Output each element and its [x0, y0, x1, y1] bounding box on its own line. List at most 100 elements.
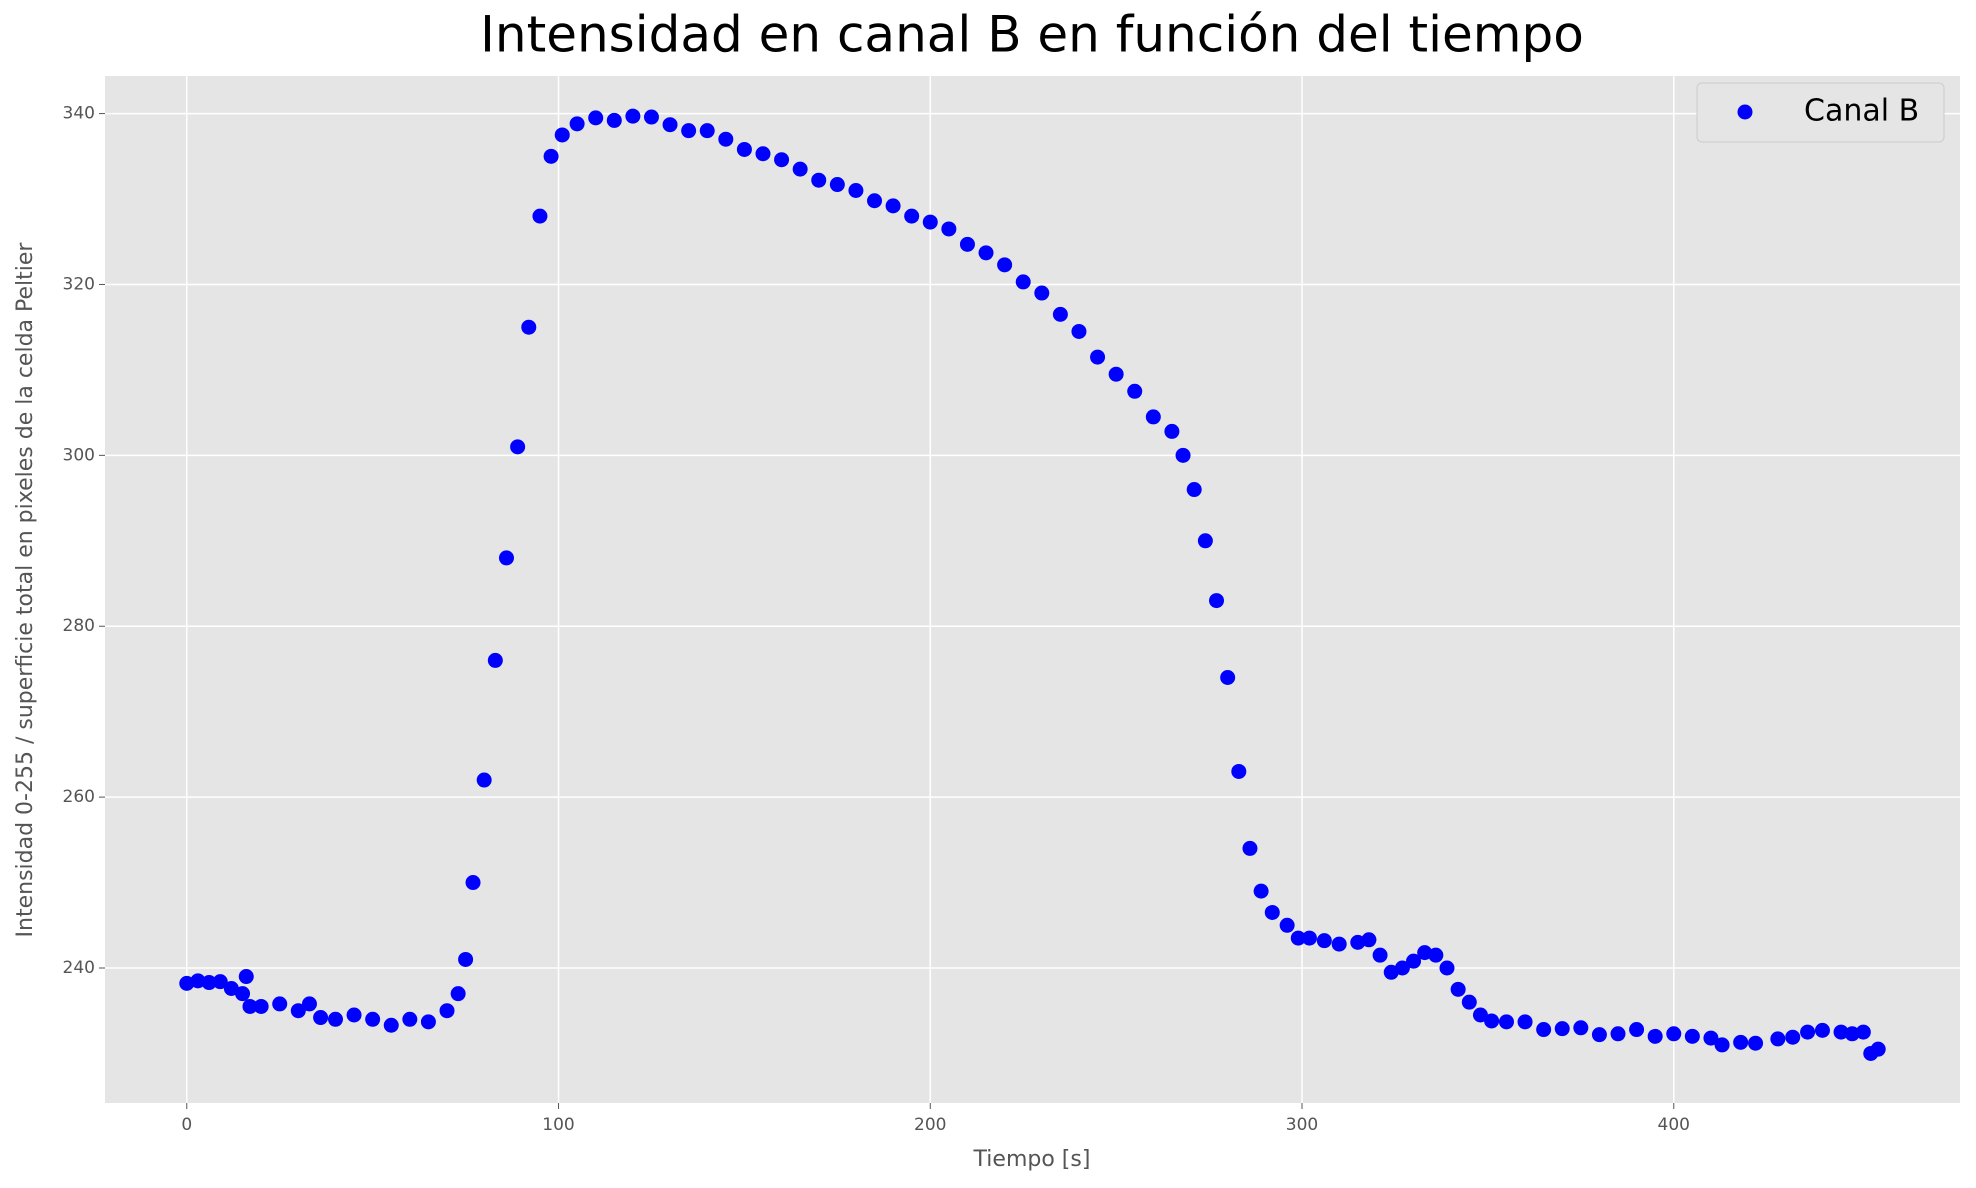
data-point: [1733, 1034, 1749, 1050]
data-point: [1316, 933, 1332, 949]
data-point: [450, 986, 466, 1002]
data-point: [1242, 840, 1258, 856]
data-point: [1439, 960, 1455, 976]
data-point: [1461, 994, 1477, 1010]
plot-area: [105, 76, 1960, 1103]
data-point: [1684, 1028, 1700, 1044]
x-tick-label: 400: [1658, 1115, 1690, 1135]
data-point: [774, 152, 790, 168]
data-point: [606, 112, 622, 128]
x-tick-label: 100: [542, 1115, 574, 1135]
data-point: [1472, 1007, 1488, 1023]
data-point: [290, 1003, 306, 1019]
data-point: [301, 996, 317, 1012]
data-point: [543, 148, 559, 164]
data-point: [1814, 1022, 1830, 1038]
data-point: [439, 1003, 455, 1019]
data-point: [1186, 482, 1202, 498]
data-point: [1517, 1014, 1533, 1030]
data-point: [1800, 1024, 1816, 1040]
data-point: [959, 236, 975, 252]
data-point: [643, 109, 659, 125]
data-point: [1406, 953, 1422, 969]
data-point: [201, 975, 217, 991]
x-tick-label: 0: [181, 1115, 192, 1135]
data-point: [235, 986, 251, 1002]
data-point: [1127, 383, 1143, 399]
data-point: [365, 1011, 381, 1027]
data-point: [867, 193, 883, 209]
data-point: [476, 772, 492, 788]
data-point: [941, 221, 957, 237]
data-point: [1785, 1029, 1801, 1045]
y-tick-label: 340: [63, 104, 95, 124]
data-point: [223, 981, 239, 997]
data-point: [792, 161, 808, 177]
data-point: [1361, 932, 1377, 948]
legend-box: [1696, 82, 1945, 143]
data-point: [885, 198, 901, 214]
data-point: [569, 116, 585, 132]
data-point: [922, 214, 938, 230]
data-point: [313, 1010, 329, 1026]
data-point: [755, 146, 771, 162]
data-point: [487, 652, 503, 668]
data-point: [1610, 1026, 1626, 1042]
data-point: [1484, 1013, 1500, 1029]
data-point: [554, 127, 570, 143]
data-point: [829, 177, 845, 193]
data-point: [1279, 917, 1295, 933]
data-point: [1833, 1024, 1849, 1040]
data-point: [736, 141, 752, 157]
chart-title: Intensidad en canal B en función del tie…: [480, 6, 1584, 64]
data-point: [904, 208, 920, 224]
data-point: [1301, 930, 1317, 946]
data-point: [1703, 1030, 1719, 1046]
data-point: [212, 974, 228, 990]
data-point: [465, 875, 481, 891]
data-point: [1145, 409, 1161, 425]
data-point: [1071, 323, 1087, 339]
data-point: [1870, 1041, 1886, 1057]
data-point: [1428, 947, 1444, 963]
data-point: [1748, 1035, 1764, 1051]
data-point: [1450, 981, 1466, 997]
data-point: [1573, 1020, 1589, 1036]
data-point: [420, 1014, 436, 1030]
data-point: [1015, 274, 1031, 290]
data-point: [1090, 349, 1106, 365]
legend-label: Canal B: [1804, 94, 1919, 129]
data-point: [1290, 930, 1306, 946]
data-point: [383, 1017, 399, 1033]
data-point: [1220, 670, 1236, 686]
legend-marker: [1737, 104, 1753, 120]
data-point: [718, 131, 734, 147]
data-point: [978, 245, 994, 261]
data-point: [1034, 285, 1050, 301]
data-point: [1554, 1021, 1570, 1037]
x-tick-label: 300: [1286, 1115, 1318, 1135]
x-axis-label: Tiempo [s]: [973, 1147, 1091, 1172]
data-point: [1770, 1031, 1786, 1047]
data-point: [1647, 1028, 1663, 1044]
data-point: [1536, 1022, 1552, 1038]
data-point: [402, 1011, 418, 1027]
y-tick-label: 280: [63, 616, 95, 636]
data-point: [1164, 423, 1180, 439]
data-point: [1264, 904, 1280, 920]
data-point: [510, 439, 526, 455]
data-point: [1108, 366, 1124, 382]
data-point: [498, 550, 514, 566]
data-point: [532, 208, 548, 224]
data-point: [346, 1007, 362, 1023]
y-tick-label: 260: [63, 787, 95, 807]
data-point: [1372, 947, 1388, 963]
data-point: [327, 1011, 343, 1027]
data-point: [1231, 763, 1247, 779]
data-point: [272, 996, 288, 1012]
data-point: [242, 998, 258, 1014]
data-point: [1629, 1022, 1645, 1038]
data-point: [190, 973, 206, 989]
data-point: [1498, 1014, 1514, 1030]
